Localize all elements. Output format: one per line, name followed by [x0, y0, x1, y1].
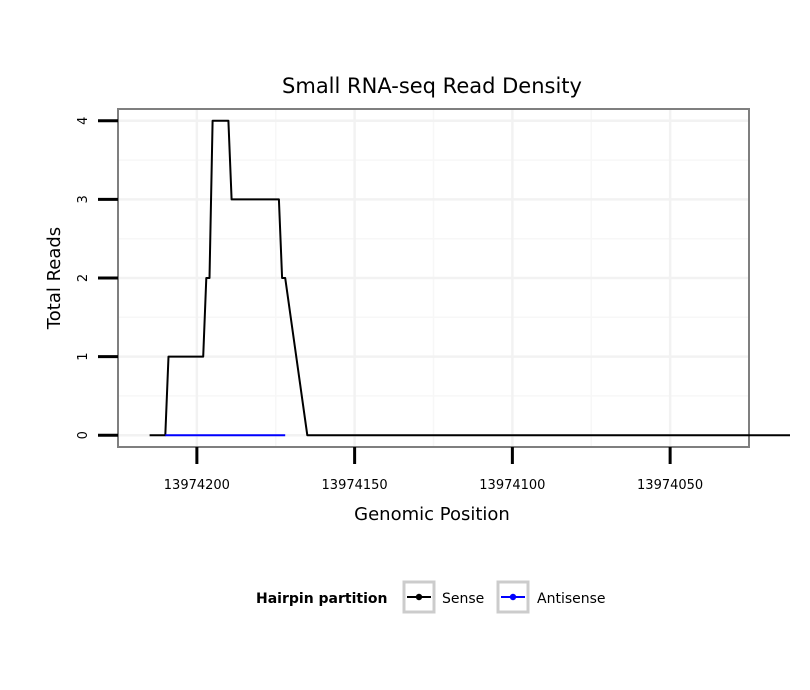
x-axis-title: Genomic Position	[354, 504, 510, 525]
x-tick-label: 13974050	[637, 478, 703, 493]
legend-item-antisense: Antisense	[496, 580, 606, 614]
legend: Hairpin partition Sense Antisense	[256, 580, 606, 614]
legend-label-antisense: Antisense	[537, 591, 606, 607]
y-tick-label: 1	[76, 352, 91, 360]
y-tick-label: 3	[76, 195, 91, 203]
legend-item-sense: Sense	[402, 580, 484, 614]
series-layer	[149, 119, 790, 437]
y-tick-label: 0	[76, 431, 91, 439]
grid-layer	[119, 110, 748, 446]
y-tick-label: 4	[76, 117, 91, 125]
tick-layer: 13974200 13974150 13974100 13974050 0 1 2 3 4	[76, 117, 703, 493]
y-tick-label: 2	[76, 274, 91, 282]
series-line-sense	[149, 119, 790, 437]
x-tick-label: 13974100	[479, 478, 545, 493]
y-axis-title: Total Reads	[44, 227, 65, 330]
legend-label-sense: Sense	[442, 591, 484, 607]
legend-dot-antisense	[509, 593, 517, 601]
x-tick-label: 13974150	[322, 478, 388, 493]
legend-title: Hairpin partition	[256, 591, 387, 607]
legend-dot-sense	[415, 593, 423, 601]
chart-title: Small RNA-seq Read Density	[282, 74, 582, 98]
x-tick-label: 13974200	[164, 478, 230, 493]
